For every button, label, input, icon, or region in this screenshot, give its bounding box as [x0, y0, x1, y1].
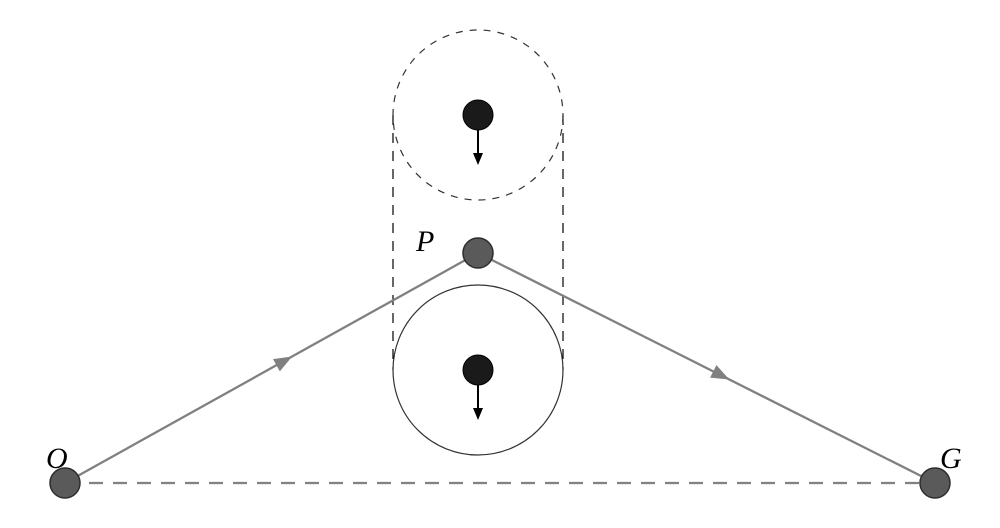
label-g: G [940, 442, 962, 476]
label-p: P [416, 225, 434, 259]
label-o: O [46, 442, 68, 476]
diagram-canvas [0, 0, 1000, 528]
